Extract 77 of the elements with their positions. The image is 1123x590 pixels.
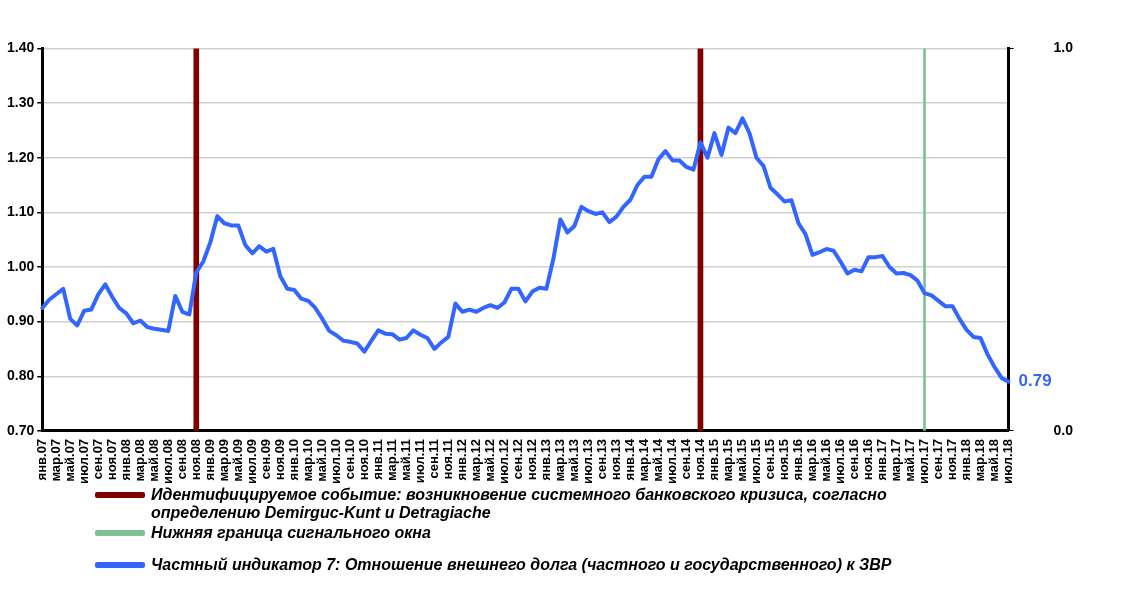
x-tick-label: ноя.17 <box>944 438 960 481</box>
x-tick-label: сен.09 <box>257 438 273 480</box>
x-tick-label: янв.09 <box>201 438 217 481</box>
x-tick-label: май.16 <box>818 438 834 482</box>
x-tick-label: сен.10 <box>341 438 357 480</box>
x-tick-label: сен.08 <box>173 438 189 480</box>
x-tick-label: янв.08 <box>117 438 133 481</box>
x-tick-label: июл.10 <box>327 438 343 485</box>
x-tick-label: июл.11 <box>411 438 427 484</box>
x-tick-label: ноя.11 <box>439 438 455 480</box>
x-tick-label: сен.11 <box>425 438 441 479</box>
x-tick-label: ноя.08 <box>187 438 203 481</box>
x-tick-label: июл.08 <box>159 438 175 485</box>
legend-label: Идентифицируемое событие: возникновение системного банковского кризиса, согласно определению Demirguc-Kunt и Detragiache <box>151 486 888 522</box>
y-tick-label: 0.70 <box>7 421 35 438</box>
x-tick-label: мар.14 <box>636 438 652 482</box>
x-tick-label: ноя.09 <box>271 438 287 481</box>
x-tick-label: янв.15 <box>706 438 722 481</box>
x-tick-label: июл.16 <box>832 438 848 485</box>
x-tick-label: мар.17 <box>888 438 904 482</box>
x-tick-label: мар.18 <box>972 438 988 482</box>
x-tick-label: ноя.07 <box>103 438 119 481</box>
x-tick-label: сен.07 <box>89 438 105 480</box>
x-tick-label: сен.15 <box>762 438 778 480</box>
x-tick-label: янв.10 <box>285 438 301 481</box>
x-tick-label: июл.14 <box>664 438 680 485</box>
x-tick-label: янв.18 <box>958 438 974 481</box>
x-tick-label: июл.17 <box>916 438 932 485</box>
y2-tick-label: 0.0 <box>1053 421 1074 438</box>
x-tick-label: сен.13 <box>593 438 609 480</box>
x-tick-label: мар.08 <box>131 438 147 482</box>
x-tick-label: ноя.16 <box>860 438 876 481</box>
x-tick-label: янв.07 <box>33 438 49 481</box>
x-tick-label: янв.13 <box>537 438 553 481</box>
x-tick-label: мар.16 <box>804 438 820 482</box>
y-tick-label: 1.00 <box>7 257 35 274</box>
x-tick-label: июл.13 <box>579 438 595 485</box>
x-tick-label: ноя.10 <box>355 438 371 481</box>
x-tick-label: янв.11 <box>369 438 385 480</box>
x-tick-label: июл.09 <box>243 438 259 485</box>
x-tick-label: июл.07 <box>75 438 91 485</box>
x-tick-label: май.14 <box>650 438 666 482</box>
annotation: 0.79 <box>1018 371 1052 391</box>
x-tick-label: мар.15 <box>720 438 736 482</box>
x-tick-label: янв.17 <box>874 438 890 481</box>
x-tick-label: мар.07 <box>47 438 63 482</box>
y-tick-label: 1.10 <box>7 203 35 220</box>
x-tick-label: сен.17 <box>930 438 946 480</box>
legend-label: Нижняя граница сигнального окна <box>151 524 431 542</box>
x-tick-label: сен.14 <box>678 438 694 480</box>
x-tick-label: ноя.13 <box>608 438 623 481</box>
x-tick-label: сен.16 <box>846 438 862 480</box>
x-tick-label: мар.11 <box>383 438 399 481</box>
y-tick-label: 0.90 <box>7 312 35 329</box>
x-tick-label: ноя.15 <box>776 438 792 481</box>
x-tick-label: янв.16 <box>790 438 806 481</box>
x-tick-label: май.17 <box>902 438 918 482</box>
x-tick-label: июл.18 <box>1000 438 1016 485</box>
y2-tick-label: 1.0 <box>1053 39 1074 56</box>
y-tick-label: 1.30 <box>7 93 35 110</box>
y-tick-label: 1.40 <box>7 39 35 56</box>
y-tick-label: 0.80 <box>7 367 35 384</box>
x-tick-label: мар.10 <box>299 438 315 482</box>
x-tick-label: мар.12 <box>467 438 483 482</box>
x-tick-label: июл.15 <box>748 438 764 485</box>
x-tick-label: май.15 <box>734 438 750 482</box>
y-tick-label: 1.20 <box>7 148 35 165</box>
legend-label: Частный индикатор 7: Отношение внешнего долга (частного и государственного) к ЗВР <box>151 556 892 574</box>
x-tick-label: янв.14 <box>622 438 637 481</box>
x-tick-label: ноя.14 <box>692 438 708 481</box>
x-tick-label: янв.12 <box>453 438 469 481</box>
x-tick-label: ноя.12 <box>523 438 539 481</box>
x-tick-label: июл.12 <box>495 438 511 485</box>
x-tick-label: мар.09 <box>215 438 231 482</box>
x-tick-label: сен.12 <box>509 438 525 480</box>
x-tick-label: мар.13 <box>551 438 567 482</box>
x-tick-label: май.18 <box>986 438 1002 482</box>
